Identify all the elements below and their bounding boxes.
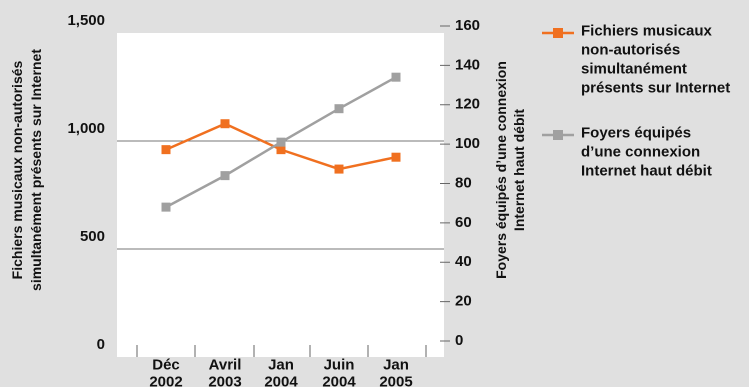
x-tick-label: 2002 (149, 373, 182, 387)
right-tick-label: 100 (455, 135, 480, 152)
x-tick-label: 2003 (208, 373, 241, 387)
legend-swatch-marker (553, 130, 563, 140)
right-tick-label: 40 (455, 253, 472, 270)
right-tick-label: 20 (455, 293, 472, 310)
right-axis: 0 20 40 60 80 100 120 140 160 Foyers équipés d’un… (440, 17, 527, 349)
left-axis: 0 500 1,000 1,500 Fichiers musicaux non-auto… (9, 12, 105, 353)
left-tick-label: 500 (80, 228, 105, 245)
right-axis-title-line: Internet haut débit (511, 109, 527, 231)
left-axis-title: Fichiers musicaux non-autorisés simultané… (9, 49, 44, 291)
legend-swatch-marker (553, 28, 563, 38)
x-tick-label: Avril (209, 356, 242, 373)
right-tick-label: 60 (455, 214, 472, 231)
legend-item-1: Fichiers musicaux non-autorisés simultaném… (542, 22, 730, 96)
series-2 (161, 72, 401, 212)
x-tick-label: 2005 (379, 373, 412, 387)
left-axis-title-line: Fichiers musicaux non-autorisés (9, 60, 25, 279)
plot-area (117, 33, 444, 357)
x-tick-label: Jan (383, 356, 409, 373)
left-axis-title-line: simultanément présents sur Internet (28, 49, 44, 291)
right-axis-title: Foyers équipés d’une connexion Internet h… (493, 61, 527, 279)
series-1 (161, 119, 401, 174)
legend-label-line: simultanément (581, 60, 687, 77)
x-tick-label: Déc (152, 356, 180, 373)
series-point (276, 137, 286, 147)
right-tick-label: 160 (455, 17, 480, 34)
left-tick-label: 1,000 (67, 120, 105, 137)
series-point (220, 171, 230, 181)
series-point (220, 119, 230, 129)
legend-label-line: Internet haut débit (581, 162, 712, 179)
right-tick-label: 140 (455, 56, 480, 73)
right-axis-title-line: Foyers équipés d’une connexion (493, 61, 509, 279)
x-tick-label: Jan (268, 356, 294, 373)
legend: Fichiers musicaux non-autorisés simultaném… (542, 22, 730, 179)
legend-label-line: non-autorisés (581, 41, 680, 58)
series-point (161, 145, 171, 155)
x-tick-label: Juin (324, 356, 355, 373)
left-tick-label: 1,500 (67, 12, 105, 29)
x-tick-label: 2004 (322, 373, 356, 387)
legend-label-line: Foyers équipés (581, 124, 691, 141)
left-tick-label: 0 (97, 336, 105, 353)
series-point (391, 72, 401, 82)
series-layer (161, 72, 401, 212)
legend-label-line: d’une connexion (581, 143, 700, 160)
series-point (334, 164, 344, 174)
right-tick-label: 120 (455, 96, 480, 113)
series-point (276, 145, 286, 155)
right-tick-label: 80 (455, 174, 472, 191)
legend-item-2: Foyers équipés d’une connexion Internet ha… (542, 124, 712, 179)
right-tick-label: 0 (455, 332, 463, 349)
series-point (161, 202, 171, 212)
series-point (391, 152, 401, 162)
legend-label-line: présents sur Internet (581, 79, 730, 96)
legend-label-line: Fichiers musicaux (581, 22, 713, 39)
x-tick-label: 2004 (264, 373, 298, 387)
series-point (334, 104, 344, 114)
